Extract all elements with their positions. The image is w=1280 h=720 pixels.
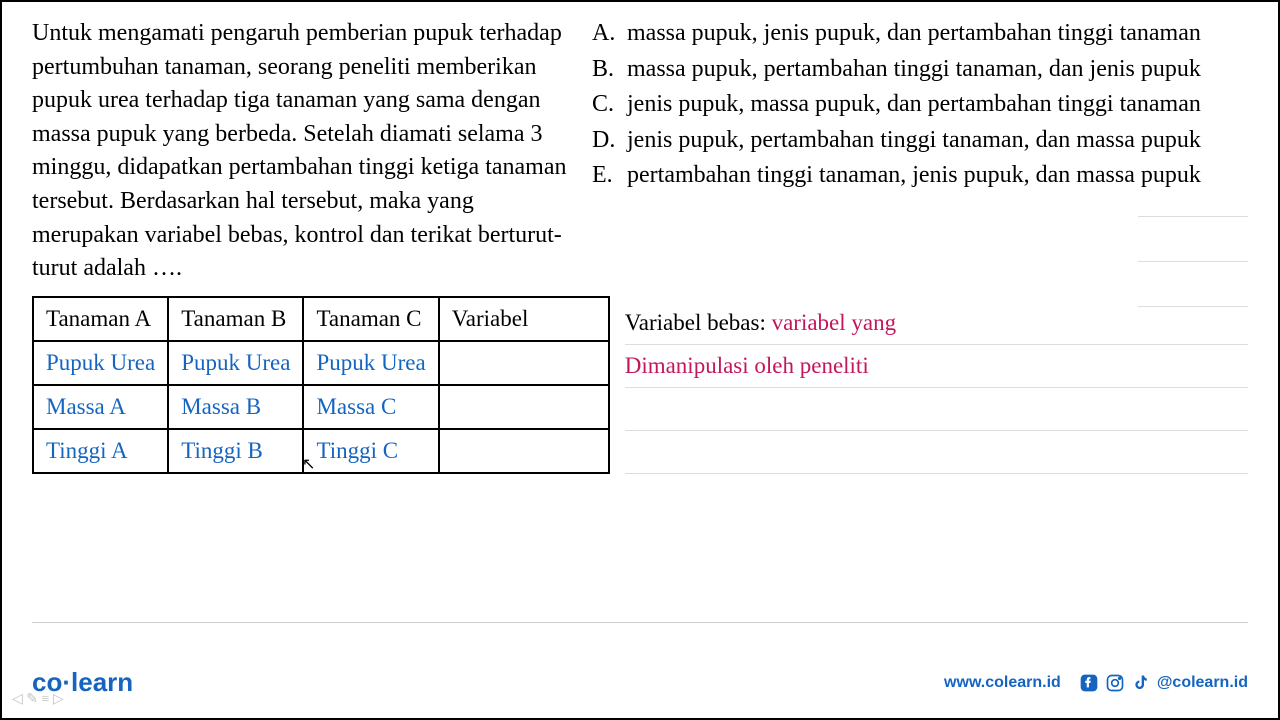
notes: Variabel bebas: variabel yang Dimanipula… — [625, 296, 1248, 474]
tiktok-icon — [1131, 673, 1151, 693]
option-e-letter: E. — [592, 159, 627, 193]
instagram-icon — [1105, 673, 1125, 693]
footer: co·learn www.colearn.id @colearn.id — [32, 667, 1248, 698]
table-header: Tanaman B — [168, 297, 303, 341]
table-cell — [439, 385, 609, 429]
note-text: variabel yang — [772, 310, 897, 335]
table-row: Pupuk Urea Pupuk Urea Pupuk Urea — [33, 341, 609, 385]
divider — [32, 622, 1248, 623]
option-d: D. jenis pupuk, pertambahan tinggi tanam… — [592, 124, 1248, 158]
option-a-letter: A. — [592, 17, 627, 51]
facebook-icon — [1079, 673, 1099, 693]
social-handle: @colearn.id — [1157, 674, 1248, 692]
note-line-1: Variabel bebas: variabel yang — [625, 302, 1248, 345]
option-d-letter: D. — [592, 124, 627, 158]
table-row: Tinggi A Tinggi B Tinggi C — [33, 429, 609, 473]
note-line-empty — [625, 431, 1248, 474]
option-a: A. massa pupuk, jenis pupuk, dan pertamb… — [592, 17, 1248, 51]
table-cell: Tinggi B — [168, 429, 303, 473]
table-cell: Massa A — [33, 385, 168, 429]
question-text: Untuk mengamati pengaruh pemberian pupuk… — [32, 17, 572, 286]
table-cell: Pupuk Urea — [33, 341, 168, 385]
option-c: C. jenis pupuk, massa pupuk, dan pertamb… — [592, 88, 1248, 122]
table-header: Variabel — [439, 297, 609, 341]
note-line-2: Dimanipulasi oleh peneliti — [625, 345, 1248, 388]
note-text: Dimanipulasi oleh peneliti — [625, 353, 869, 378]
variables-table: Tanaman A Tanaman B Tanaman C Variabel P… — [32, 296, 610, 474]
website-url: www.colearn.id — [944, 674, 1061, 692]
options-list: A. massa pupuk, jenis pupuk, dan pertamb… — [592, 17, 1248, 193]
table-header: Tanaman A — [33, 297, 168, 341]
note-line-empty — [625, 388, 1248, 431]
option-a-text: massa pupuk, jenis pupuk, dan pertambaha… — [627, 17, 1248, 51]
table-header-row: Tanaman A Tanaman B Tanaman C Variabel — [33, 297, 609, 341]
option-b-letter: B. — [592, 53, 627, 87]
footer-right: www.colearn.id @colearn.id — [944, 673, 1248, 693]
table-cell: Tinggi C — [303, 429, 438, 473]
table-cell — [439, 341, 609, 385]
table-cell: Massa C — [303, 385, 438, 429]
note-text: Variabel bebas: — [625, 310, 772, 335]
table-cell: Pupuk Urea — [303, 341, 438, 385]
table-header: Tanaman C — [303, 297, 438, 341]
ruled-lines — [1138, 172, 1248, 307]
logo-learn: learn — [71, 667, 133, 697]
table-cell: Tinggi A — [33, 429, 168, 473]
option-c-text: jenis pupuk, massa pupuk, dan pertambaha… — [627, 88, 1248, 122]
social-icons: @colearn.id — [1079, 673, 1248, 693]
option-c-letter: C. — [592, 88, 627, 122]
table-cell — [439, 429, 609, 473]
table-row: Massa A Massa B Massa C — [33, 385, 609, 429]
option-b: B. massa pupuk, pertambahan tinggi tanam… — [592, 53, 1248, 87]
option-d-text: jenis pupuk, pertambahan tinggi tanaman,… — [627, 124, 1248, 158]
option-b-text: massa pupuk, pertambahan tinggi tanaman,… — [627, 53, 1248, 87]
nav-controls-icon: ◁ ✎ ≡ ▷ — [12, 691, 64, 708]
table-cell: Pupuk Urea — [168, 341, 303, 385]
table-cell: Massa B — [168, 385, 303, 429]
